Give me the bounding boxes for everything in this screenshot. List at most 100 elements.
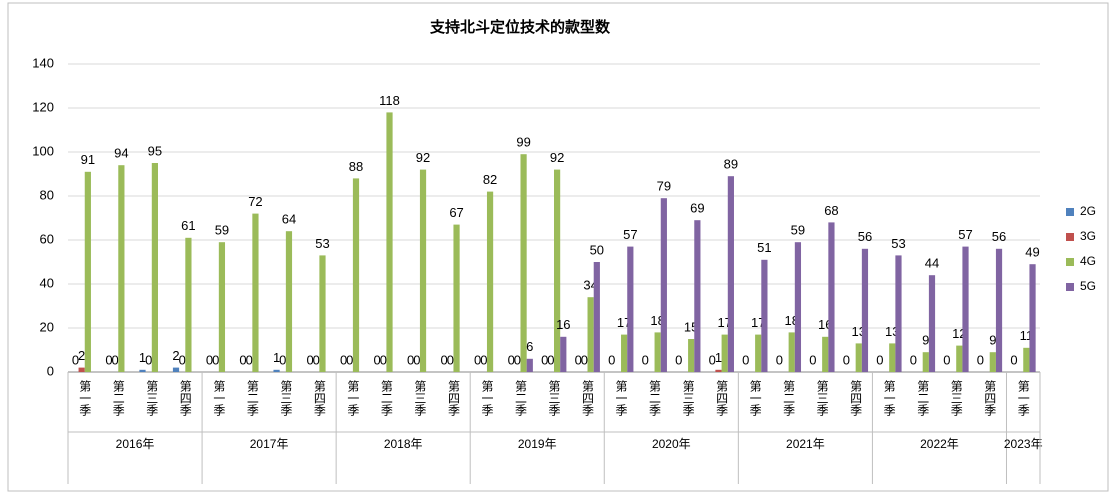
x-tick-label: 第四季 <box>983 380 997 417</box>
data-label: 0 <box>581 352 588 367</box>
data-label: 1 <box>139 350 146 365</box>
data-label: 0 <box>212 352 219 367</box>
legend-swatch <box>1066 258 1074 266</box>
data-label: 0 <box>407 352 414 367</box>
data-label: 49 <box>1025 245 1039 260</box>
data-label: 0 <box>943 352 950 367</box>
bar <box>285 231 293 372</box>
legend-label: 4G <box>1080 254 1096 268</box>
bar <box>273 369 280 372</box>
legend-swatch <box>1066 233 1074 241</box>
data-label: 57 <box>958 227 972 242</box>
y-tick-label: 60 <box>40 231 54 246</box>
bar <box>185 237 192 372</box>
x-tick-label: 第四季 <box>715 380 729 417</box>
data-label: 44 <box>925 256 939 271</box>
data-label: 0 <box>72 352 79 367</box>
bar <box>822 336 829 372</box>
data-label: 67 <box>449 205 463 220</box>
bar <box>995 248 1003 372</box>
x-tick-label: 第三季 <box>145 380 159 417</box>
x-tick-label: 第三季 <box>681 380 695 417</box>
bar <box>78 367 85 372</box>
bar <box>486 191 494 372</box>
bar <box>627 246 634 372</box>
data-label: 0 <box>112 352 119 367</box>
bar <box>755 334 762 372</box>
bar <box>218 242 226 372</box>
x-tick-label: 第二季 <box>782 380 796 417</box>
bar <box>84 171 91 372</box>
x-group-label: 2023年 <box>1004 437 1043 451</box>
data-label: 0 <box>910 352 917 367</box>
data-label: 59 <box>215 223 229 238</box>
legend-swatch <box>1066 283 1074 291</box>
bar <box>560 336 567 372</box>
bar <box>660 198 667 372</box>
x-tick-label: 第四季 <box>849 380 863 417</box>
bar <box>922 352 929 372</box>
bar <box>352 178 360 372</box>
data-label: 99 <box>516 135 530 150</box>
data-label: 56 <box>858 229 872 244</box>
data-label: 0 <box>876 352 883 367</box>
bar <box>654 332 661 372</box>
data-label: 0 <box>547 352 554 367</box>
x-tick-label: 第一季 <box>748 380 762 417</box>
bar <box>989 352 996 372</box>
data-label: 82 <box>483 172 497 187</box>
data-label: 59 <box>791 223 805 238</box>
bar <box>587 297 594 372</box>
y-tick-label: 20 <box>40 319 54 334</box>
x-tick-label: 第二季 <box>513 380 527 417</box>
data-label: 50 <box>590 242 604 257</box>
data-label: 53 <box>315 236 329 251</box>
bar <box>1023 347 1030 372</box>
x-tick-label: 第二季 <box>379 380 393 417</box>
data-label: 0 <box>608 352 615 367</box>
data-label: 0 <box>413 352 420 367</box>
data-label: 92 <box>550 150 564 165</box>
bar <box>761 259 768 372</box>
bar <box>895 255 902 372</box>
bar <box>727 176 734 372</box>
data-label: 0 <box>179 352 186 367</box>
data-label: 56 <box>992 229 1006 244</box>
y-tick-label: 140 <box>32 55 54 70</box>
data-label: 0 <box>977 352 984 367</box>
x-tick-label: 第四季 <box>446 380 460 417</box>
data-label: 57 <box>623 227 637 242</box>
data-label: 0 <box>541 352 548 367</box>
x-group-label: 2017年 <box>250 437 289 451</box>
legend-label: 2G <box>1080 204 1096 218</box>
data-label: 51 <box>757 240 771 255</box>
data-label: 1 <box>715 350 722 365</box>
data-label: 0 <box>246 352 253 367</box>
data-label: 0 <box>709 352 716 367</box>
data-label: 0 <box>239 352 246 367</box>
data-label: 92 <box>416 150 430 165</box>
bar <box>962 246 969 372</box>
x-tick-label: 第一季 <box>882 380 896 417</box>
data-label: 1 <box>273 350 280 365</box>
data-label: 9 <box>922 333 929 348</box>
x-tick-label: 第一季 <box>78 380 92 417</box>
data-label: 9 <box>989 333 996 348</box>
bar <box>794 242 802 372</box>
data-label: 0 <box>474 352 481 367</box>
x-group-label: 2016年 <box>116 437 155 451</box>
x-group-label: 2018年 <box>384 437 423 451</box>
x-group-label: 2021年 <box>786 437 825 451</box>
bar <box>956 345 963 372</box>
data-label: 0 <box>346 352 353 367</box>
data-label: 94 <box>114 146 128 161</box>
data-label: 53 <box>891 236 905 251</box>
data-label: 0 <box>843 352 850 367</box>
bar <box>721 334 728 372</box>
data-label: 0 <box>373 352 380 367</box>
data-label: 0 <box>380 352 387 367</box>
data-label: 0 <box>1010 352 1017 367</box>
chart-title: 支持北斗定位技术的款型数 <box>429 18 611 36</box>
y-tick-label: 0 <box>47 363 54 378</box>
x-tick-label: 第三季 <box>815 380 829 417</box>
